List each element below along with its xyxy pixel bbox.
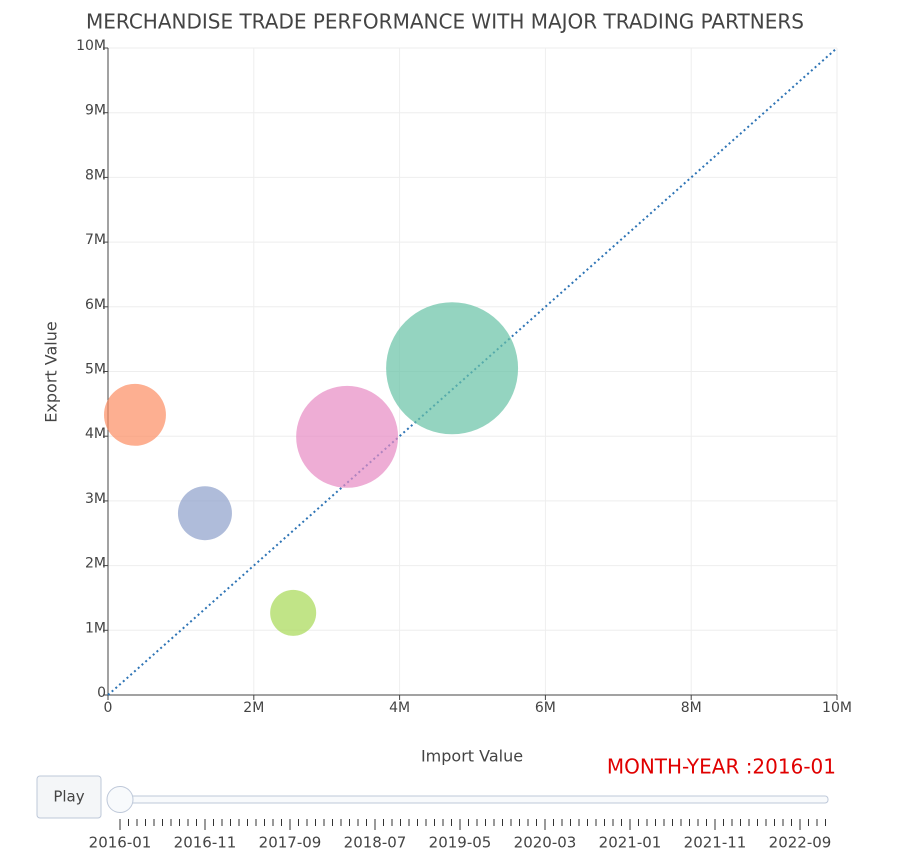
bubble xyxy=(296,385,399,488)
slider-handle[interactable] xyxy=(106,786,134,813)
y-tick-label: 0 xyxy=(97,685,106,701)
slider-tick-label[interactable]: 2021-11 xyxy=(684,834,747,852)
x-tick-label: 6M xyxy=(535,700,556,716)
bubble xyxy=(270,589,317,636)
slider-tick-label[interactable]: 2016-11 xyxy=(174,834,237,852)
y-tick-label: 6M xyxy=(85,297,106,313)
y-tick-label: 7M xyxy=(85,232,106,248)
x-tick-label: 0 xyxy=(104,700,113,716)
slider-track[interactable] xyxy=(119,795,829,804)
slider-tick-label[interactable]: 2019-05 xyxy=(429,834,492,852)
x-tick-label: 4M xyxy=(389,700,410,716)
y-tick-label: 1M xyxy=(85,620,106,636)
x-tick-label: 2M xyxy=(243,700,264,716)
x-tick-label: 10M xyxy=(822,700,852,716)
slider-tick-label[interactable]: 2021-01 xyxy=(599,834,662,852)
bubble xyxy=(177,486,232,541)
slider-tick-label[interactable]: 2022-09 xyxy=(769,834,832,852)
y-tick-label: 2M xyxy=(85,556,106,572)
play-button[interactable] xyxy=(36,775,102,819)
y-tick-label: 9M xyxy=(85,103,106,119)
slider-tick-label[interactable]: 2018-07 xyxy=(344,834,407,852)
y-tick-label: 4M xyxy=(85,426,106,442)
y-axis-title: Export Value xyxy=(42,321,61,422)
y-tick-label: 5M xyxy=(85,362,106,378)
bubble xyxy=(104,383,166,446)
y-tick-label: 10M xyxy=(76,38,106,54)
y-tick-label: 8M xyxy=(85,167,106,183)
play-button-label[interactable]: Play xyxy=(53,788,84,806)
slider-tick-label[interactable]: 2017-09 xyxy=(259,834,322,852)
x-tick-label: 8M xyxy=(681,700,702,716)
slider-tick-label[interactable]: 2016-01 xyxy=(89,834,152,852)
slider-tick-label[interactable]: 2020-03 xyxy=(514,834,577,852)
slider-current-label: MONTH-YEAR :2016-01 xyxy=(607,755,836,779)
bubble xyxy=(386,302,519,435)
chart-title: MERCHANDISE TRADE PERFORMANCE WITH MAJOR… xyxy=(86,10,804,34)
x-axis-title: Import Value xyxy=(421,747,523,766)
y-tick-label: 3M xyxy=(85,491,106,507)
